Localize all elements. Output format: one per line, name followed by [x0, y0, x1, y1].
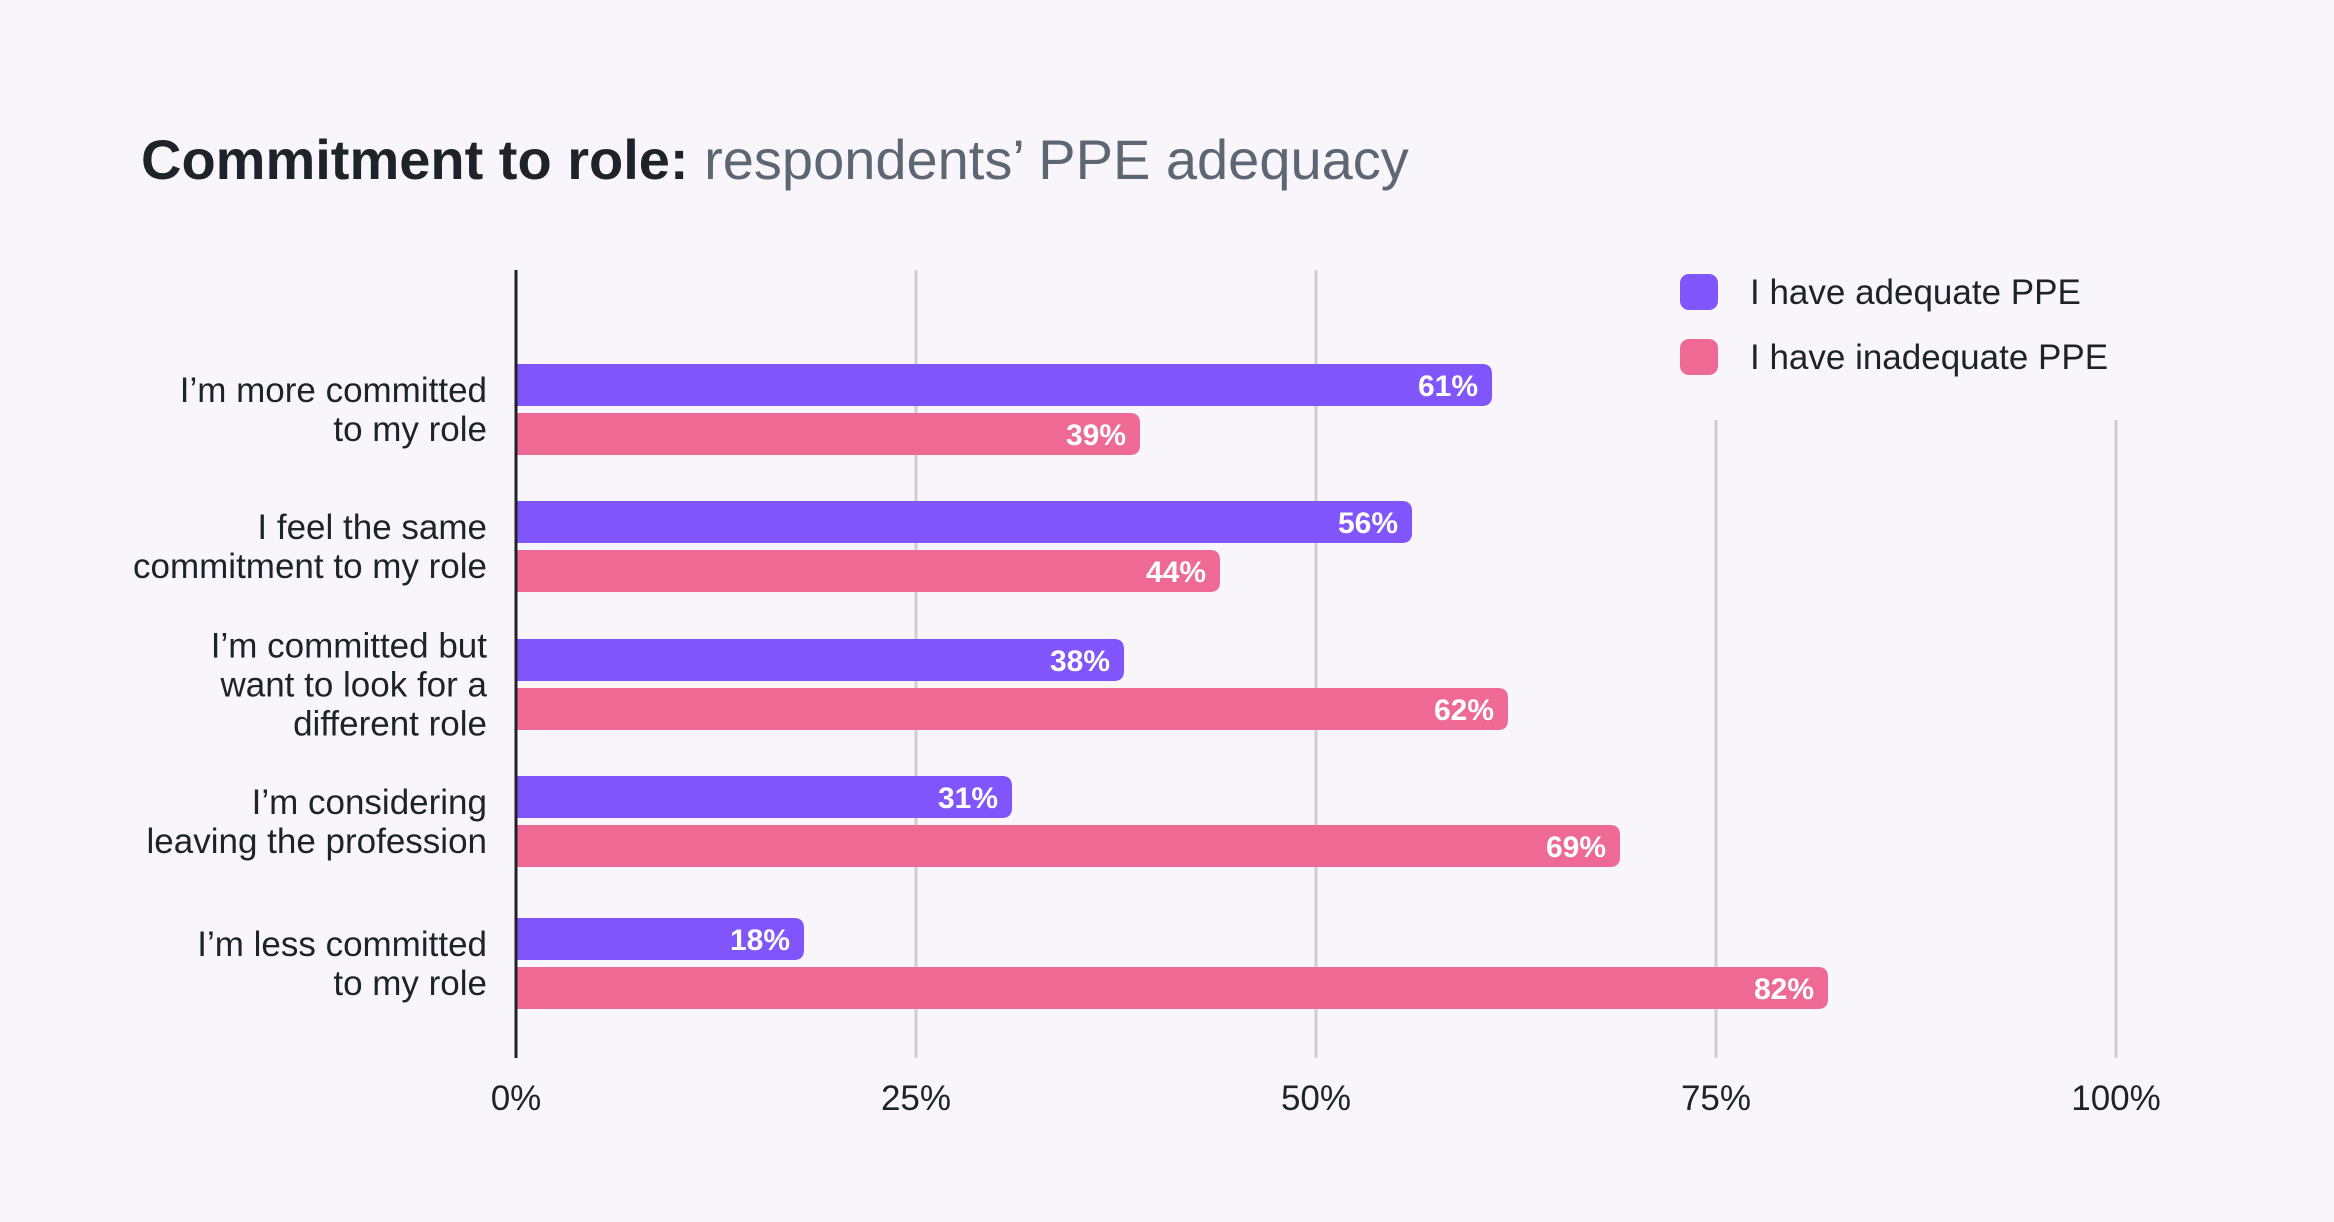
- bar-adequate-1: [516, 501, 1412, 543]
- category-label-line: commitment to my role: [133, 547, 487, 586]
- category-label-line: leaving the profession: [147, 822, 488, 861]
- bar-value-label-adequate-4: 18%: [730, 924, 790, 957]
- legend-label-adequate: I have adequate PPE: [1750, 273, 2081, 312]
- chart-title-bold: Commitment to role:: [141, 128, 689, 191]
- category-label-line: I’m more committed: [180, 371, 487, 410]
- x-tick-label-25: 25%: [881, 1079, 951, 1118]
- category-label-line: different role: [293, 705, 487, 744]
- bar-adequate-0: [516, 364, 1492, 406]
- bar-adequate-3: [516, 776, 1012, 818]
- category-label-line: I feel the same: [257, 508, 487, 547]
- category-label-line: want to look for a: [219, 666, 487, 705]
- bar-value-label-adequate-0: 61%: [1418, 370, 1478, 403]
- bar-inadequate-3: [516, 825, 1620, 867]
- category-label-line: I’m committed but: [211, 627, 487, 666]
- category-label-3: I’m considering leaving the profession: [147, 783, 488, 861]
- bar-value-label-adequate-2: 38%: [1050, 645, 1110, 678]
- bar-inadequate-0: [516, 413, 1140, 455]
- chart-title-light: respondents’ PPE adequacy: [704, 128, 1409, 191]
- x-tick-label-75: 75%: [1681, 1079, 1751, 1118]
- category-label-4: I’m less committed to my role: [197, 925, 487, 1003]
- category-label-line: to my role: [333, 410, 487, 449]
- category-label-0: I’m more committed to my role: [180, 371, 487, 449]
- bar-value-label-inadequate-1: 44%: [1146, 556, 1206, 589]
- chart-title: Commitment to role: respondents’ PPE ade…: [141, 126, 1409, 193]
- category-label-line: I’m less committed: [197, 925, 487, 964]
- category-label-2: I’m committed but want to look for a diffe…: [211, 627, 488, 744]
- bar-value-label-inadequate-0: 39%: [1066, 419, 1126, 452]
- x-tick-label-0: 0%: [491, 1079, 542, 1118]
- category-label-1: I feel the same commitment to my role: [133, 508, 487, 586]
- legend-swatch-inadequate: [1680, 339, 1718, 375]
- x-tick-label-50: 50%: [1281, 1079, 1351, 1118]
- bar-inadequate-1: [516, 550, 1220, 592]
- category-label-line: to my role: [333, 964, 487, 1003]
- category-label-line: I’m considering: [252, 783, 487, 822]
- bar-adequate-2: [516, 639, 1124, 681]
- bar-inadequate-2: [516, 688, 1508, 730]
- bar-value-label-inadequate-3: 69%: [1546, 831, 1606, 864]
- x-tick-label-100: 100%: [2071, 1079, 2161, 1118]
- bar-value-label-adequate-1: 56%: [1338, 507, 1398, 540]
- bar-value-label-inadequate-4: 82%: [1754, 973, 1814, 1006]
- legend-label-inadequate: I have inadequate PPE: [1750, 338, 2108, 377]
- bar-adequate-4: [516, 918, 804, 960]
- bar-value-label-inadequate-2: 62%: [1434, 694, 1494, 727]
- bar-inadequate-4: [516, 967, 1828, 1009]
- legend-swatch-adequate: [1680, 274, 1718, 310]
- bar-value-label-adequate-3: 31%: [938, 782, 998, 815]
